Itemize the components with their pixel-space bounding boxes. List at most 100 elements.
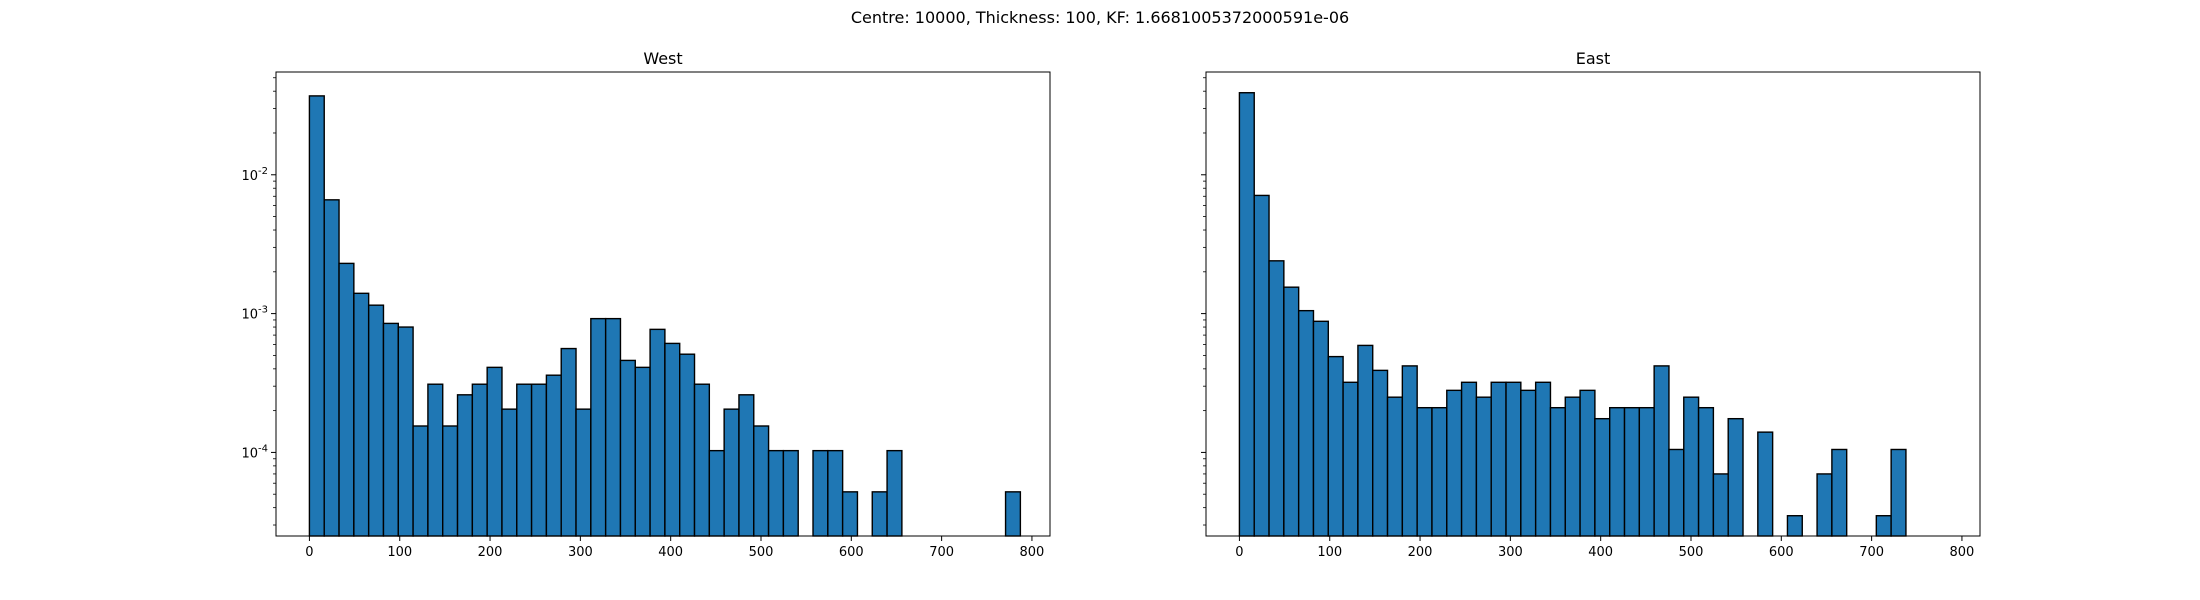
west-histogram-bar — [664, 342, 681, 537]
west-axes-frame — [275, 71, 1051, 537]
east-histogram-bar — [1638, 406, 1655, 537]
west-y-tick-label: 10-3 — [241, 305, 268, 323]
east-histogram-bar — [1786, 515, 1803, 537]
west-histogram-bar — [545, 374, 562, 537]
west-histogram-bar — [471, 383, 488, 537]
west-histogram-bar — [871, 491, 888, 537]
east-histogram-bar — [1534, 381, 1552, 537]
east-x-tick-label: 300 — [1498, 545, 1523, 560]
west-histogram-bar — [841, 491, 859, 537]
west-histogram-bar — [530, 383, 548, 537]
east-histogram-bar — [1697, 406, 1715, 537]
west-histogram-bar — [353, 292, 370, 537]
east-histogram-bar — [1683, 396, 1700, 537]
east-histogram-bar — [1446, 389, 1463, 537]
east-histogram-bar — [1342, 381, 1359, 537]
east-histogram-bar — [1890, 448, 1907, 537]
west-histogram-bar — [634, 366, 651, 537]
east-histogram-bar — [1594, 417, 1611, 537]
east-histogram-bar — [1712, 473, 1729, 537]
west-histogram-bar — [442, 425, 459, 537]
east-histogram-bar — [1357, 344, 1374, 537]
east-histogram-bar — [1609, 406, 1626, 537]
east-x-tick-label: 800 — [1950, 545, 1975, 560]
west-x-tick-label: 800 — [1020, 545, 1045, 560]
west-histogram-bar — [886, 449, 903, 537]
east-histogram-bar — [1520, 389, 1537, 537]
east-histogram-bar — [1505, 381, 1522, 537]
west-histogram-bar — [308, 95, 325, 537]
east-panel-title: East — [1576, 49, 1611, 68]
figure-suptitle: Centre: 10000, Thickness: 100, KF: 1.668… — [850, 8, 1350, 27]
east-histogram-bar — [1238, 92, 1255, 537]
west-x-tick-label: 500 — [749, 545, 774, 560]
west-histogram-bar — [708, 449, 725, 537]
west-histogram-bar — [382, 322, 399, 537]
west-histogram-bar — [1004, 491, 1022, 537]
west-histogram-bar — [604, 317, 622, 537]
east-histogram-bar — [1668, 448, 1685, 537]
west-histogram-bar — [486, 366, 503, 537]
west-histogram-bar — [516, 383, 533, 537]
east-x-tick-label: 0 — [1235, 545, 1243, 560]
west-panel-title: West — [643, 49, 682, 68]
west-histogram-bar — [679, 353, 696, 537]
west-histogram-bar — [767, 449, 785, 537]
west-histogram-bar — [323, 199, 340, 537]
west-histogram-bar — [397, 326, 414, 537]
west-histogram-bar — [575, 408, 592, 537]
east-histogram-bar — [1401, 365, 1418, 537]
east-histogram-bar — [1490, 381, 1507, 537]
east-histogram-bar — [1816, 473, 1833, 537]
west-x-tick-label: 0 — [305, 545, 313, 560]
east-x-tick-label: 100 — [1317, 545, 1342, 560]
west-histogram-bar — [812, 449, 829, 537]
west-histogram-bar — [753, 425, 770, 537]
east-x-tick-label: 600 — [1769, 545, 1794, 560]
west-x-tick-label: 400 — [658, 545, 683, 560]
west-histogram-bar — [412, 425, 429, 537]
west-histogram-bar — [338, 262, 355, 537]
west-histogram-bar — [723, 408, 740, 537]
east-x-tick-label: 400 — [1588, 545, 1613, 560]
west-histogram-bar — [827, 449, 844, 537]
west-histogram-bar — [427, 383, 444, 537]
east-histogram-bar — [1727, 417, 1744, 537]
east-histogram-bar — [1416, 406, 1433, 537]
west-x-tick-label: 200 — [478, 545, 503, 560]
east-histogram-panel: East 0 100 200 300 400 500 600 700 800 — [1201, 49, 1981, 560]
east-histogram-bar — [1757, 431, 1774, 537]
east-histogram-bar — [1475, 396, 1492, 537]
west-histogram-bar — [590, 317, 607, 537]
east-histogram-bar — [1549, 406, 1566, 537]
west-x-tick-label: 700 — [929, 545, 954, 560]
west-histogram-bar — [782, 449, 799, 537]
east-histogram-bar — [1312, 320, 1329, 537]
west-x-tick-label: 600 — [839, 545, 864, 560]
east-histogram-bar — [1579, 389, 1596, 537]
east-histogram-bar — [1327, 355, 1344, 537]
west-histogram-bar — [738, 394, 755, 537]
east-x-tick-label: 200 — [1408, 545, 1433, 560]
west-histogram-panel: West 0 100 200 300 400 500 600 700 800 10-4 10-3 10… — [241, 49, 1051, 560]
east-histogram-bar — [1653, 365, 1670, 537]
west-histogram-bar — [456, 394, 474, 537]
west-histogram-bar — [367, 304, 385, 537]
east-histogram-bar — [1623, 406, 1641, 537]
east-histogram-bar — [1460, 381, 1478, 537]
east-histogram-bar — [1283, 286, 1300, 537]
east-histogram-bar — [1431, 406, 1448, 537]
east-x-tick-label: 500 — [1679, 545, 1704, 560]
east-histogram-bar — [1831, 448, 1848, 537]
east-histogram-bar — [1875, 515, 1892, 537]
west-x-tick-label: 100 — [387, 545, 412, 560]
west-histogram-bar — [619, 359, 636, 537]
east-axes-frame — [1205, 71, 1981, 537]
west-histogram-bar — [649, 328, 666, 537]
west-y-tick-label: 10-2 — [241, 166, 268, 184]
east-histogram-bar — [1297, 309, 1315, 537]
east-histogram-bar — [1253, 194, 1270, 537]
east-histogram-bar — [1564, 396, 1581, 537]
west-y-tick-label: 10-4 — [241, 443, 268, 461]
